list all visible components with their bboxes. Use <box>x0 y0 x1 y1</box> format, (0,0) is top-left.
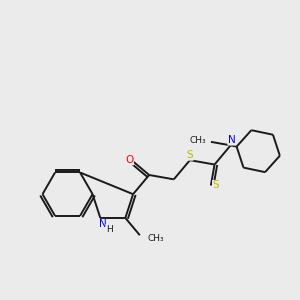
Text: N: N <box>228 135 236 145</box>
Text: O: O <box>125 155 134 165</box>
Text: CH₃: CH₃ <box>147 234 164 243</box>
Text: N: N <box>99 219 106 230</box>
Text: S: S <box>212 181 219 190</box>
Text: CH₃: CH₃ <box>190 136 206 145</box>
Text: S: S <box>187 150 193 160</box>
Text: H: H <box>106 225 112 234</box>
